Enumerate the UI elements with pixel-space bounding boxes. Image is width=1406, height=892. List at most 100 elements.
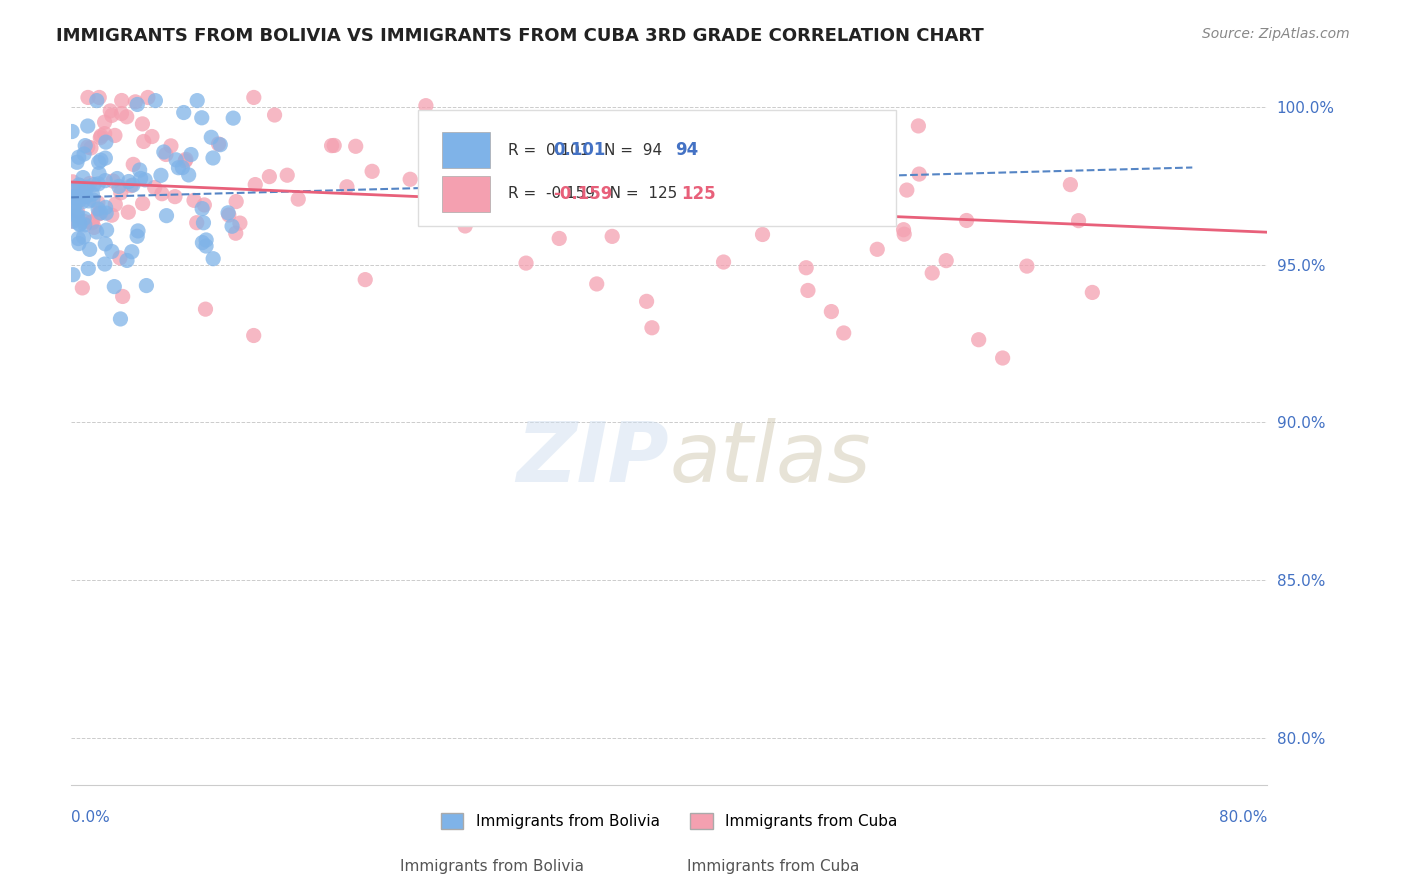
Point [104, 128, 127, 143]
Point [361, 164, 384, 178]
Text: ZIP: ZIP [516, 418, 669, 500]
Point [75, 138, 97, 153]
Point [80, 215, 103, 229]
Point [93, 115, 115, 129]
Point [110, 106, 132, 120]
Point [67, 231, 90, 245]
Point [415, 98, 437, 112]
Point [399, 172, 422, 186]
Point [128, 163, 150, 178]
Point [893, 223, 915, 237]
Text: 0.0%: 0.0% [72, 810, 110, 825]
Point [323, 138, 346, 153]
Point [87, 195, 110, 210]
Point [183, 194, 205, 208]
Point [80, 141, 103, 155]
Point [155, 147, 177, 161]
Point [193, 198, 215, 212]
Point [131, 117, 153, 131]
Point [626, 183, 648, 197]
Point [90, 128, 112, 143]
Point [103, 279, 125, 293]
Point [66, 155, 89, 169]
Point [832, 326, 855, 340]
Point [90, 153, 112, 168]
Point [172, 161, 194, 175]
Point [83, 178, 105, 192]
Point [134, 173, 156, 187]
Point [955, 213, 977, 227]
Point [225, 194, 247, 209]
Point [108, 179, 131, 194]
Point [73, 214, 96, 228]
Point [69, 217, 91, 231]
Point [101, 244, 124, 259]
Point [354, 272, 377, 286]
Point [72, 281, 94, 295]
Point [207, 136, 229, 151]
Point [893, 227, 915, 242]
Point [1015, 259, 1038, 273]
Point [908, 167, 931, 181]
Point [72, 194, 94, 209]
Point [115, 253, 138, 268]
Point [93, 127, 115, 141]
Point [111, 289, 134, 303]
Point [69, 178, 91, 193]
Point [94, 173, 117, 187]
Point [515, 256, 537, 270]
Point [195, 233, 218, 247]
Text: atlas: atlas [669, 418, 870, 500]
Point [77, 90, 100, 104]
Point [617, 167, 640, 181]
Point [105, 171, 128, 186]
Text: IMMIGRANTS FROM BOLIVIA VS IMMIGRANTS FROM CUBA 3RD GRADE CORRELATION CHART: IMMIGRANTS FROM BOLIVIA VS IMMIGRANTS FR… [56, 27, 984, 45]
Point [437, 123, 460, 137]
Text: Source: ZipAtlas.com: Source: ZipAtlas.com [1202, 27, 1350, 41]
Point [83, 220, 105, 235]
Point [62, 268, 84, 282]
Point [136, 90, 159, 104]
Point [1081, 285, 1104, 300]
Point [117, 205, 139, 219]
Point [489, 136, 512, 150]
FancyBboxPatch shape [418, 111, 897, 227]
Point [73, 218, 96, 232]
Point [155, 209, 177, 223]
Point [229, 216, 252, 230]
Point [866, 242, 889, 256]
Point [797, 284, 820, 298]
Point [87, 155, 110, 169]
Point [122, 178, 145, 192]
Point [87, 207, 110, 221]
Point [127, 229, 149, 244]
Point [607, 121, 630, 136]
Point [321, 138, 343, 153]
Point [120, 178, 142, 193]
Point [344, 139, 367, 153]
Point [108, 251, 131, 265]
Point [82, 193, 104, 207]
Point [186, 94, 208, 108]
Text: -0.159: -0.159 [553, 185, 613, 202]
Point [433, 158, 456, 172]
Point [72, 170, 94, 185]
Point [153, 145, 176, 159]
Point [60, 124, 83, 138]
Point [741, 180, 763, 194]
Point [195, 239, 218, 253]
Point [66, 189, 89, 203]
Point [60, 214, 83, 228]
Point [67, 178, 90, 192]
Point [73, 180, 96, 194]
Point [94, 236, 117, 251]
Point [118, 175, 141, 189]
Text: R =  -0.159   N =  125: R = -0.159 N = 125 [508, 186, 676, 202]
Point [557, 192, 579, 206]
Point [76, 180, 98, 194]
Point [221, 219, 243, 234]
Point [665, 178, 688, 193]
Point [143, 180, 166, 194]
Point [896, 183, 918, 197]
Point [174, 153, 197, 168]
